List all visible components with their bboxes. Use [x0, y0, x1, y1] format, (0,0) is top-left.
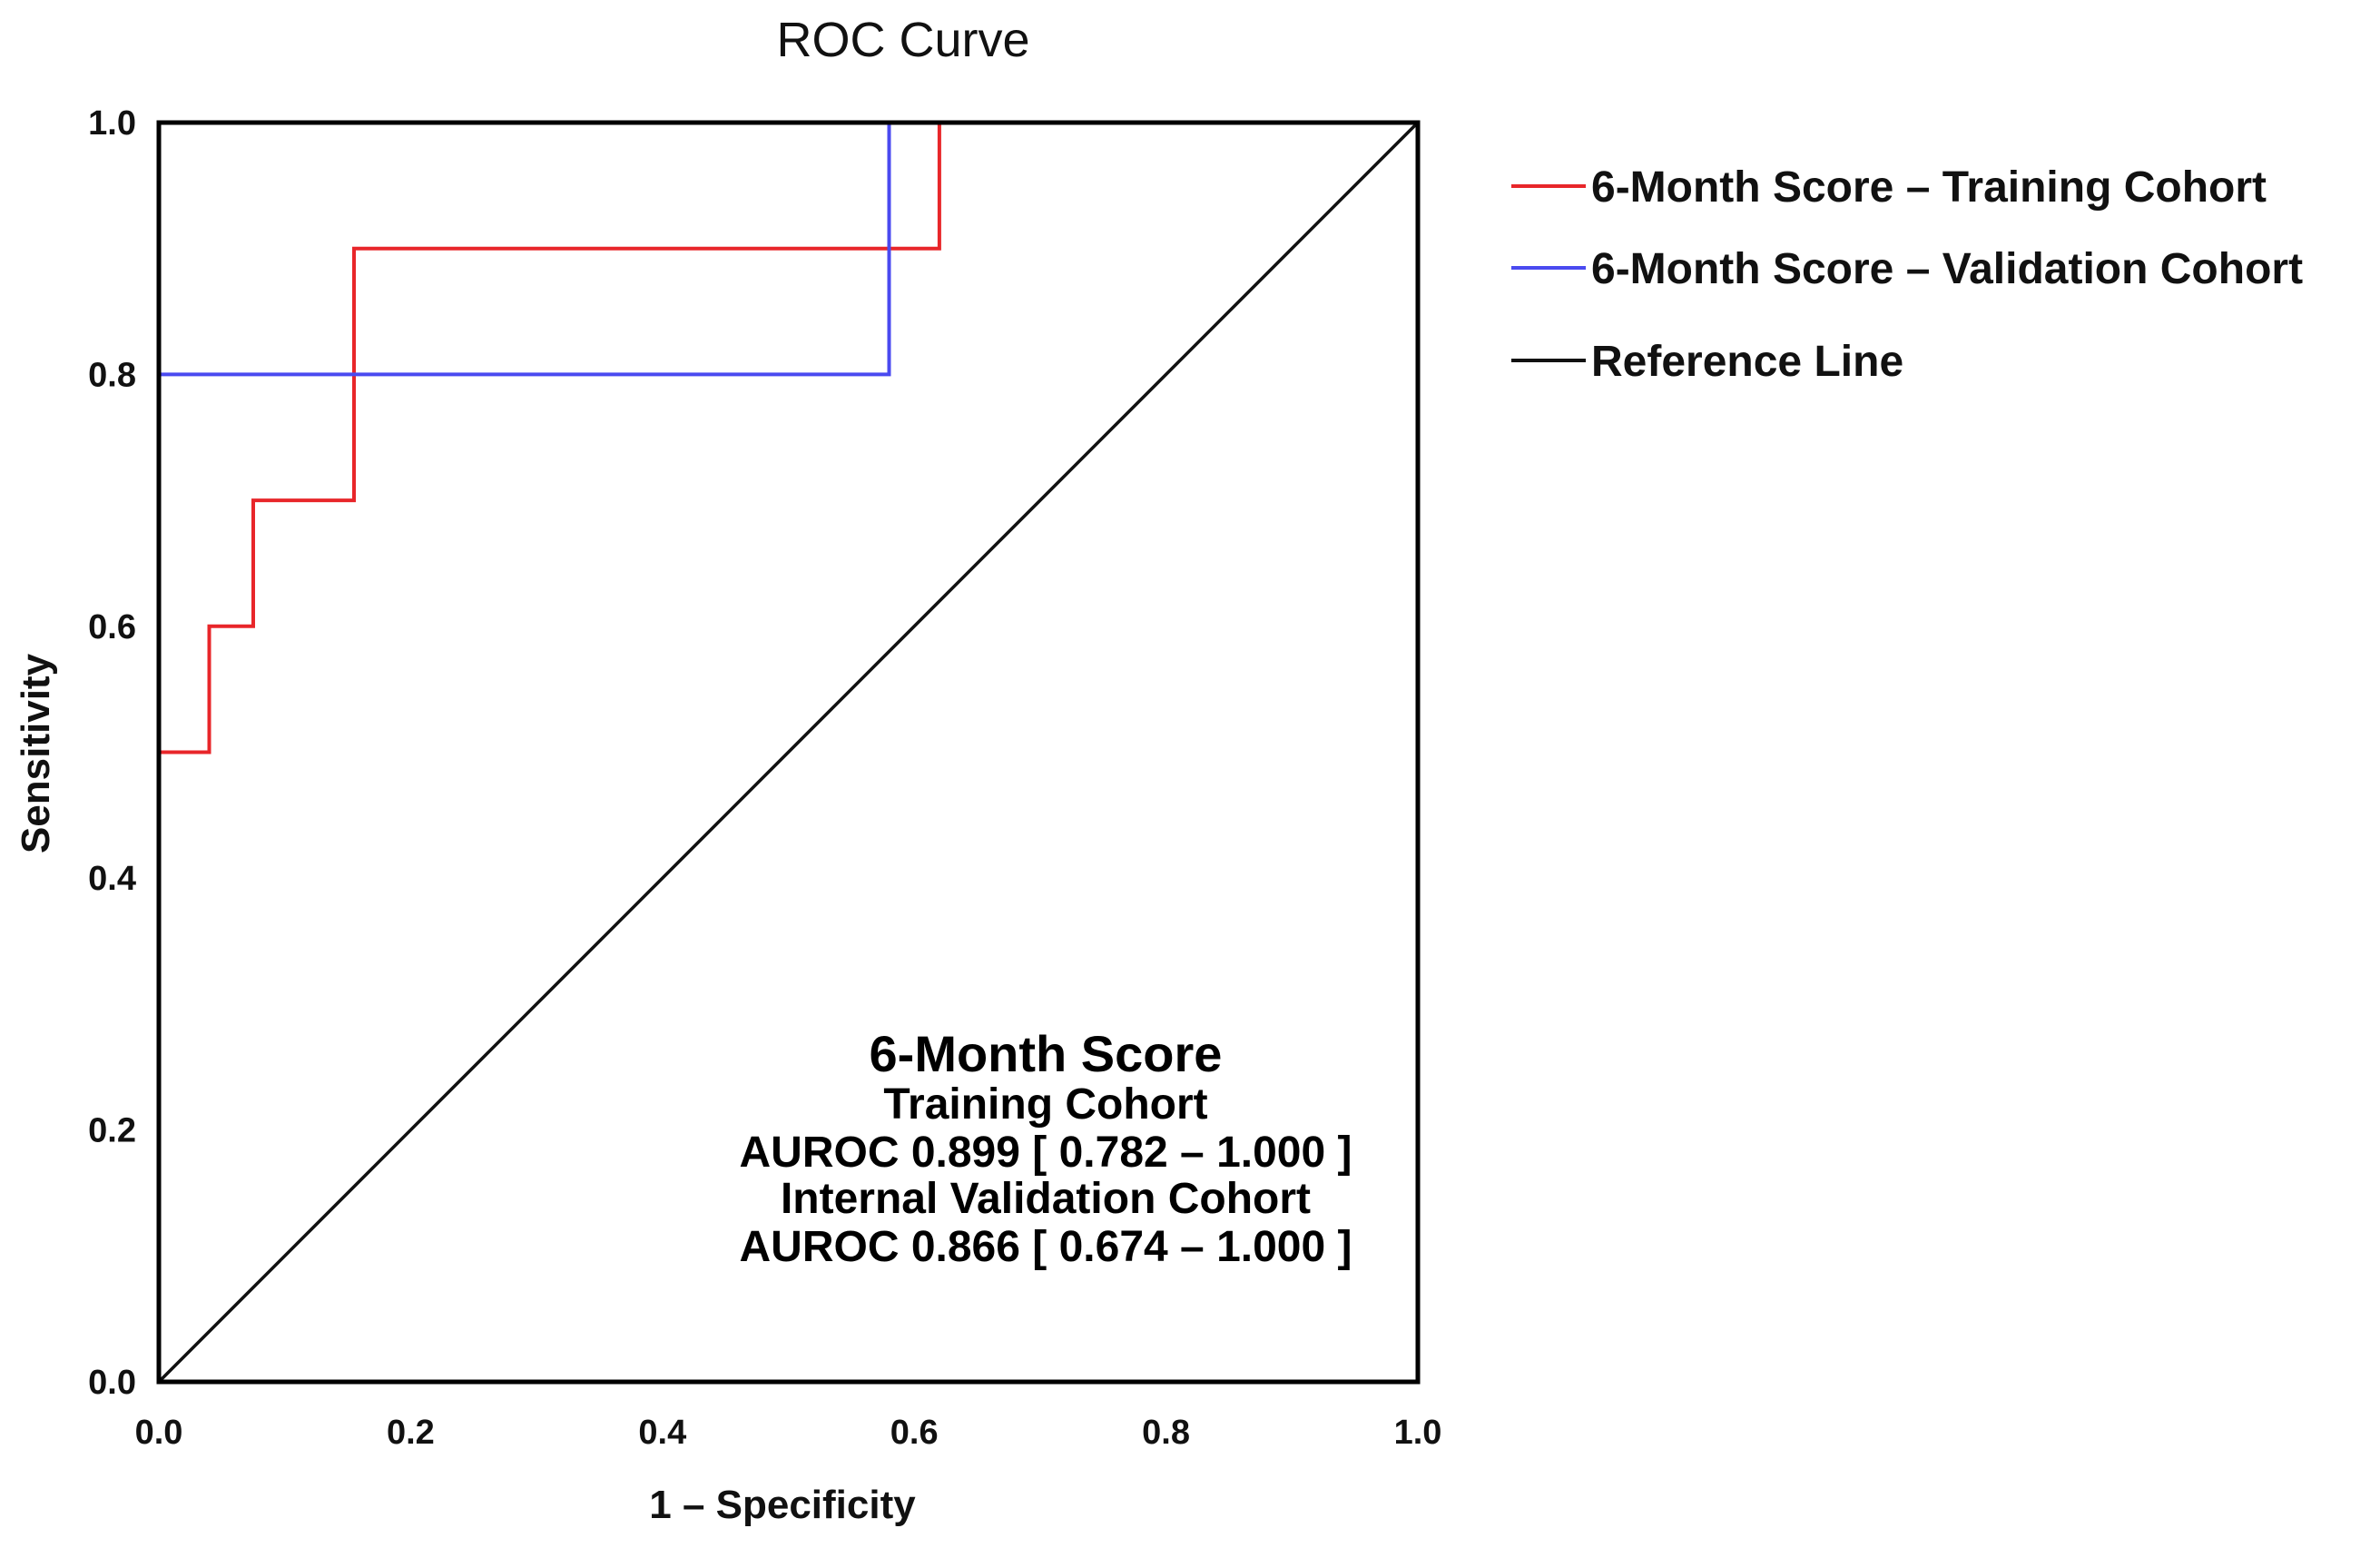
y-tick-label: 1.0	[88, 104, 136, 143]
legend: 6-Month Score – Training Cohort 6-Month S…	[1511, 163, 2303, 386]
legend-label: 6-Month Score – Training Cohort	[1591, 163, 2267, 212]
axis-ticks: 0.0 0.2 0.4 0.6 0.8 1.0 0.0 0.2 0.4 0.6 0.8 1.0	[88, 104, 1441, 1452]
x-axis-label: 1 – Specificity	[649, 1483, 916, 1527]
annotation-line: AUROC 0.899 [ 0.782 – 1.000 ]	[739, 1129, 1352, 1177]
x-tick-label: 0.4	[638, 1414, 686, 1452]
legend-label: Reference Line	[1591, 338, 1903, 386]
y-tick-label: 0.2	[88, 1112, 136, 1150]
y-tick-label: 0.6	[88, 608, 136, 646]
x-tick-label: 0.8	[1142, 1414, 1190, 1452]
legend-label: 6-Month Score – Validation Cohort	[1591, 245, 2303, 293]
series-line-reference-line	[157, 121, 1420, 1384]
annotation-heading: 6-Month Score	[870, 1025, 1223, 1082]
x-tick-label: 0.6	[890, 1414, 939, 1452]
x-tick-label: 0.0	[135, 1414, 183, 1452]
series-line-6-month-score-training-cohort	[157, 123, 941, 1382]
annotation-line: Internal Validation Cohort	[781, 1175, 1311, 1223]
legend-item: 6-Month Score – Validation Cohort	[1511, 245, 2303, 293]
plot-area	[156, 120, 1421, 1385]
annotation-line: Training Cohort	[883, 1080, 1207, 1129]
x-tick-label: 1.0	[1394, 1414, 1442, 1452]
chart-title: ROC Curve	[776, 13, 1029, 67]
y-tick-label: 0.0	[88, 1364, 136, 1402]
plot-frame	[156, 120, 1421, 1385]
legend-item: Reference Line	[1511, 338, 1903, 386]
y-tick-label: 0.4	[88, 860, 136, 898]
legend-item: 6-Month Score – Training Cohort	[1511, 163, 2267, 212]
x-tick-label: 0.2	[387, 1414, 435, 1452]
y-tick-label: 0.8	[88, 356, 136, 394]
annotation-line: AUROC 0.866 [ 0.674 – 1.000 ]	[739, 1223, 1352, 1271]
y-axis-label: Sensitivity	[14, 653, 58, 853]
series-line-6-month-score-validation-cohort	[157, 123, 891, 1382]
